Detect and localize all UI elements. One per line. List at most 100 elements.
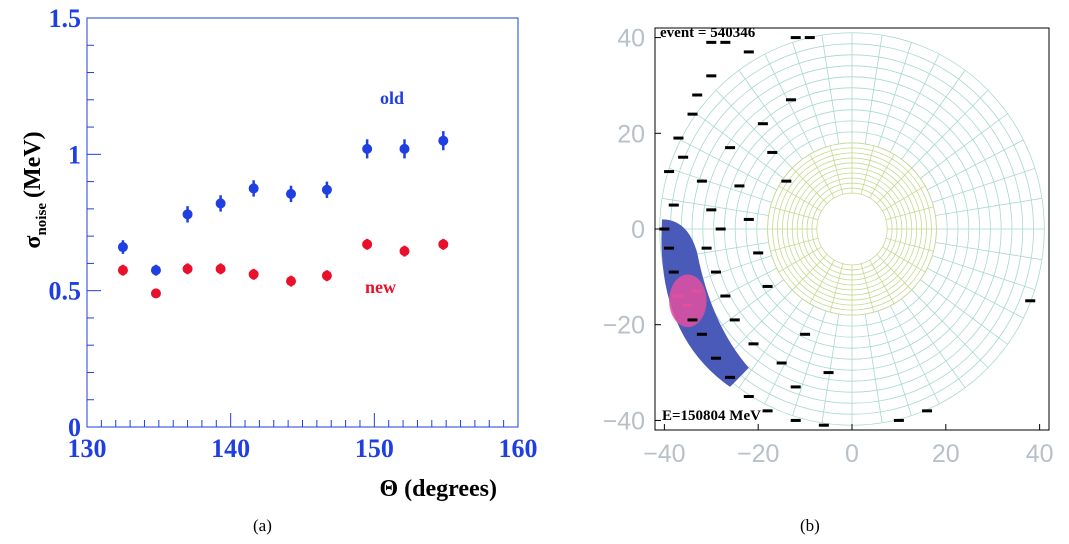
x-tick-label: 20 bbox=[932, 440, 960, 468]
hit bbox=[734, 184, 745, 188]
x-tick-label: 0 bbox=[845, 440, 859, 468]
point-old bbox=[438, 131, 449, 151]
hit bbox=[668, 203, 679, 207]
hit bbox=[818, 423, 829, 427]
point-old bbox=[215, 195, 226, 212]
grid-spoke bbox=[680, 139, 777, 191]
grid-spoke-inner bbox=[829, 145, 844, 195]
marker bbox=[150, 288, 161, 299]
grid-spoke bbox=[901, 70, 966, 160]
grid-spoke-inner bbox=[860, 145, 875, 195]
grid-spoke bbox=[696, 113, 784, 179]
hit bbox=[753, 251, 764, 255]
marker bbox=[362, 239, 373, 250]
hit bbox=[786, 98, 797, 102]
grid-spoke bbox=[920, 113, 1008, 179]
grid-spoke-inner bbox=[882, 246, 926, 273]
grid-spoke bbox=[889, 305, 940, 405]
x-tick-label: −20 bbox=[737, 440, 779, 468]
x-axis-label: Θ (degrees) bbox=[379, 476, 497, 502]
hit bbox=[720, 294, 731, 298]
caption-b: (b) bbox=[800, 516, 820, 535]
point-new bbox=[248, 268, 259, 280]
hit bbox=[715, 227, 726, 231]
x-tick-label: 40 bbox=[1026, 440, 1054, 468]
grid-spoke-inner bbox=[829, 263, 844, 313]
marker bbox=[117, 265, 128, 276]
marker bbox=[399, 143, 410, 154]
grid-ring-inner bbox=[816, 192, 888, 266]
marker bbox=[248, 269, 259, 280]
hit bbox=[762, 284, 773, 288]
hit bbox=[922, 409, 933, 413]
hit bbox=[668, 270, 679, 274]
marker bbox=[321, 270, 332, 281]
grid-spoke bbox=[877, 42, 912, 148]
point-old bbox=[399, 139, 410, 159]
grid-spoke bbox=[911, 89, 989, 169]
hit bbox=[725, 146, 736, 150]
grid-spoke bbox=[715, 89, 793, 169]
marker bbox=[286, 276, 297, 287]
grid-spoke bbox=[668, 167, 772, 203]
grid-spoke-inner bbox=[869, 154, 895, 199]
hit bbox=[701, 246, 712, 250]
marker bbox=[362, 143, 373, 154]
y-label-sub: noise bbox=[34, 203, 50, 236]
hit bbox=[710, 356, 721, 360]
hit bbox=[696, 179, 707, 183]
grid-spoke bbox=[877, 310, 912, 416]
grid-spoke-inner bbox=[809, 259, 835, 304]
point-new bbox=[150, 288, 161, 299]
y-tick-label: 20 bbox=[617, 120, 645, 148]
grid-spoke-inner bbox=[770, 206, 819, 221]
point-new bbox=[362, 238, 373, 250]
grid-spoke bbox=[792, 42, 827, 148]
noise-chart: 130 140 150 160 0 0.5 1 1.5 old new Θ (degrees)… bbox=[20, 4, 538, 502]
hit bbox=[692, 289, 703, 293]
y-tick-label: −20 bbox=[603, 312, 645, 340]
grid-spoke-inner bbox=[792, 254, 828, 291]
x-tick-label: 160 bbox=[499, 434, 538, 463]
grid-spoke-inner bbox=[885, 206, 934, 221]
hit bbox=[823, 371, 834, 375]
marker bbox=[286, 188, 297, 199]
marker bbox=[438, 135, 449, 146]
grid-spoke bbox=[911, 289, 989, 369]
grid-spoke bbox=[792, 310, 827, 416]
point-old bbox=[150, 264, 161, 276]
x-tick-label: 130 bbox=[68, 434, 107, 463]
hit bbox=[790, 385, 801, 389]
hit bbox=[678, 155, 689, 159]
marker bbox=[215, 198, 226, 209]
grid-spoke bbox=[864, 314, 883, 423]
grid-spoke bbox=[864, 35, 883, 144]
hit bbox=[710, 270, 721, 274]
grid-spoke bbox=[935, 197, 1043, 216]
hit bbox=[790, 418, 801, 422]
point-new bbox=[182, 263, 193, 275]
energy-hits bbox=[659, 36, 1036, 427]
hit bbox=[743, 395, 754, 398]
hit bbox=[706, 208, 717, 212]
hit bbox=[682, 304, 693, 308]
grid-spoke bbox=[889, 53, 940, 153]
grid-spoke bbox=[932, 167, 1036, 203]
hit bbox=[804, 36, 815, 40]
point-old bbox=[286, 185, 297, 203]
y-tick-label: 0 bbox=[68, 413, 81, 442]
grid-spoke-inner bbox=[792, 167, 828, 204]
y-tick-label: 0.5 bbox=[49, 277, 82, 306]
grid-spoke bbox=[661, 197, 769, 216]
marker bbox=[248, 183, 259, 194]
marker bbox=[215, 263, 226, 274]
grid-spoke bbox=[927, 139, 1024, 191]
tick-labels: 130 140 150 160 0 0.5 1 1.5 bbox=[49, 4, 538, 463]
point-new bbox=[117, 264, 128, 276]
hit bbox=[776, 361, 787, 365]
grid-spoke bbox=[821, 35, 840, 144]
y-label-unit: (MeV) bbox=[20, 131, 46, 198]
grid-spoke-inner bbox=[882, 185, 926, 212]
plot-frame bbox=[86, 17, 519, 428]
hit bbox=[743, 50, 754, 54]
